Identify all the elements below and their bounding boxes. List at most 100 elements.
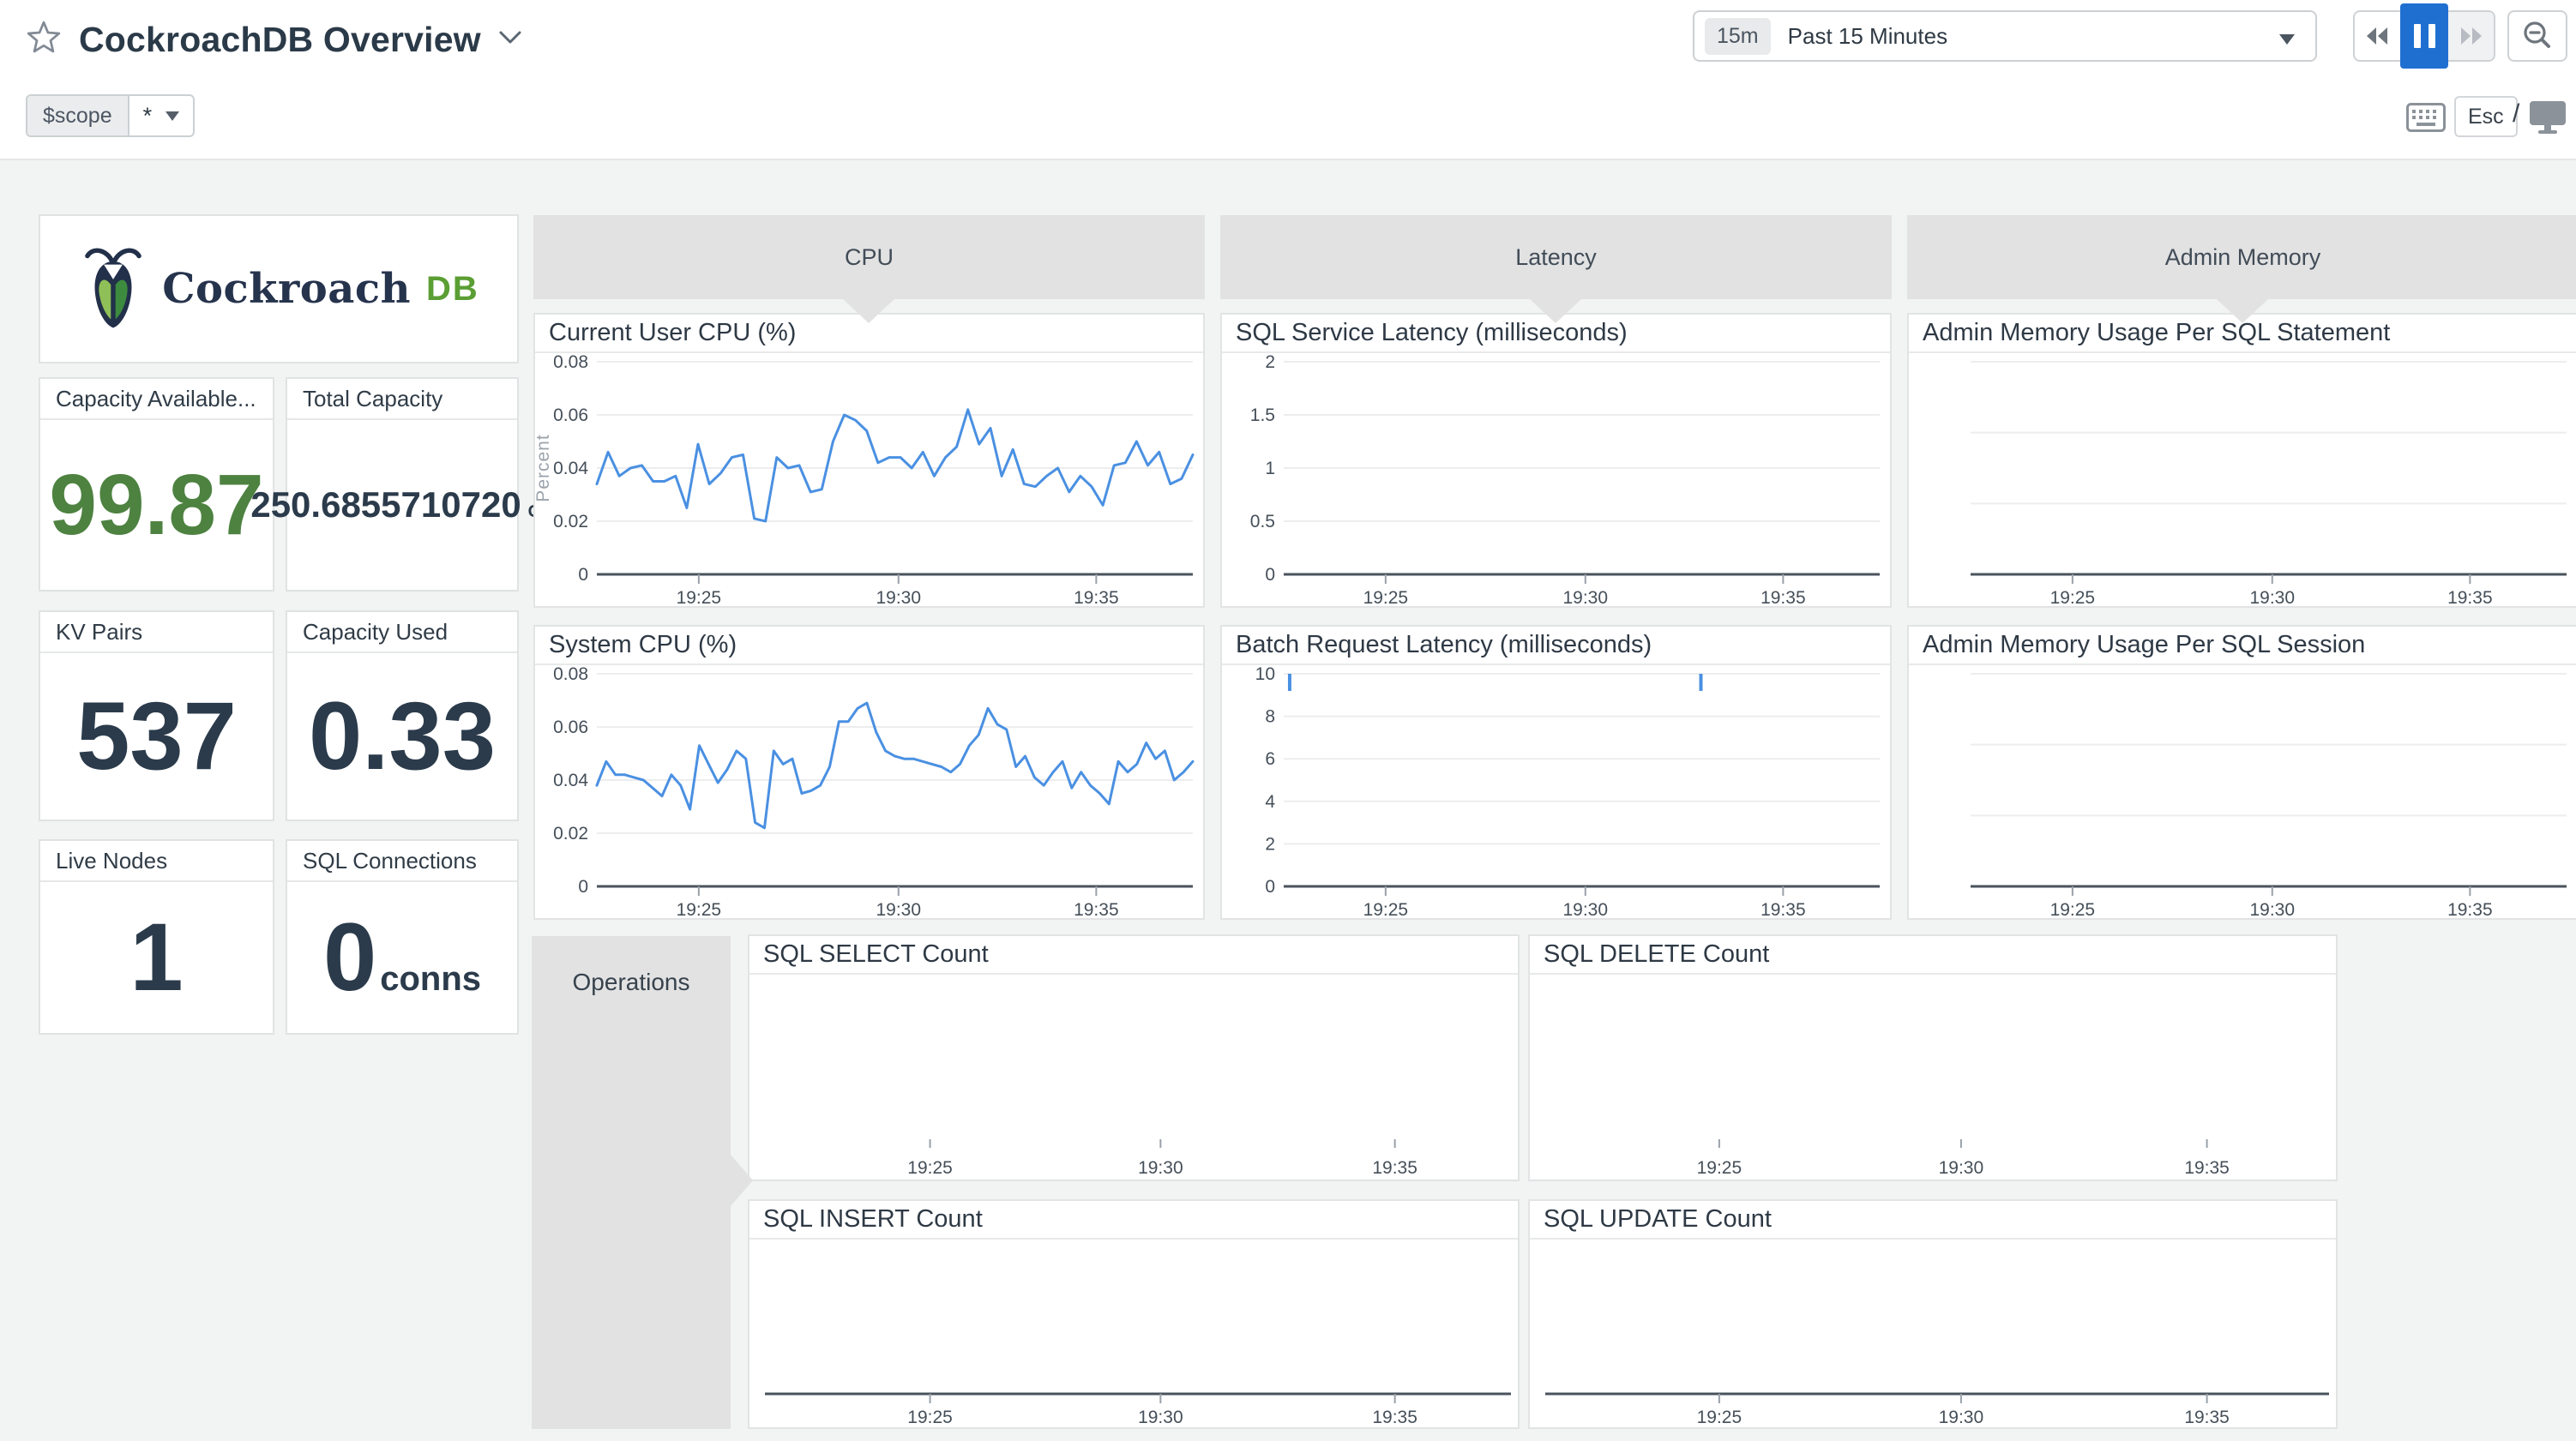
group-banner-label: Operations [572,969,690,995]
chart-panel-current-user-cpu: Current User CPU (%) 0.08 0.06 0.04 0.02 0 19… [533,313,1205,608]
svg-text:0: 0 [1265,877,1275,897]
svg-text:19:25: 19:25 [677,900,722,918]
chart-plot-area[interactable]: 19:25 19:30 19:35 [1909,353,2576,606]
chart-title: System CPU (%) [535,627,1203,665]
chart-plot-area[interactable]: 19:25 19:30 19:35 [1530,975,2336,1180]
svg-text:19:35: 19:35 [2447,588,2493,606]
svg-text:19:25: 19:25 [1363,900,1409,918]
svg-text:Percent: Percent [535,434,553,501]
chart-plot-area[interactable]: 19:25 19:30 19:35 [749,1240,1518,1427]
chart-title: Admin Memory Usage Per SQL Session [1909,627,2576,665]
chart-plot-area[interactable]: 19:25 19:30 19:35 [749,975,1518,1180]
svg-text:0.06: 0.06 [553,717,588,737]
svg-text:0: 0 [578,877,588,897]
chart-panel-admin-memory-session: Admin Memory Usage Per SQL Session 19:25… [1907,625,2576,920]
star-icon[interactable] [26,20,62,60]
chart-plot-area[interactable]: 2 1.5 1 0.5 0 19:25 19:30 19:35 [1222,353,1890,606]
cpu-banner-notch [843,299,894,323]
scope-label: $scope [27,96,129,135]
svg-text:19:35: 19:35 [2184,1158,2230,1178]
svg-text:0.08: 0.08 [553,353,588,372]
scope-value: * [142,102,153,129]
stat-card-sql-connections: SQL Connections 0 conns [286,839,519,1035]
header-divider [0,159,2576,160]
svg-text:19:30: 19:30 [2249,588,2295,606]
stat-card-value: 1 [129,904,184,1011]
chart-panel-batch-request-latency: Batch Request Latency (milliseconds) 10 8… [1220,625,1892,920]
svg-text:6: 6 [1265,749,1275,769]
pause-bar-icon [2428,24,2435,48]
chart-panel-sql-insert-count: SQL INSERT Count 19:25 19:30 19:35 [748,1199,1520,1429]
slash-separator: / [2513,99,2520,128]
stat-card-title: Total Capacity [287,379,517,420]
pause-button[interactable] [2399,3,2449,69]
svg-text:19:30: 19:30 [876,900,921,918]
svg-text:19:30: 19:30 [1939,1408,1984,1427]
time-range-label: Past 15 Minutes [1787,22,1948,49]
group-banner-latency[interactable]: Latency [1220,215,1892,299]
svg-text:2: 2 [1265,353,1275,372]
pause-bar-icon [2413,24,2421,48]
chart-plot-area[interactable]: 10 8 6 4 2 0 19:25 19:30 19:35 [1222,665,1890,918]
svg-text:19:30: 19:30 [2249,900,2295,918]
svg-text:19:30: 19:30 [1562,900,1608,918]
chart-plot-area[interactable]: 19:25 19:30 19:35 [1530,1240,2336,1427]
stat-card-title: KV Pairs [40,612,273,653]
svg-text:19:30: 19:30 [876,588,921,606]
stat-card-value: 0 [322,904,377,1011]
svg-text:19:35: 19:35 [2447,900,2493,918]
stat-card-value: 537 [76,682,237,790]
stat-card-title: Capacity Used [287,612,517,653]
group-banner-label: Admin Memory [2164,243,2321,270]
svg-text:0: 0 [1265,565,1275,585]
keyboard-icon[interactable] [2406,103,2446,136]
stat-card-capacity-available: Capacity Available... 99.87 [39,377,274,591]
svg-text:0: 0 [578,565,588,585]
group-banner-label: CPU [844,243,894,270]
chart-panel-sql-service-latency: SQL Service Latency (milliseconds) 2 1.5 1… [1220,313,1892,608]
chart-title: SQL UPDATE Count [1530,1201,2336,1240]
stat-card-value: 0.33 [309,682,496,790]
stat-card-title: SQL Connections [287,841,517,882]
svg-text:19:30: 19:30 [1138,1408,1183,1427]
fast-forward-button[interactable] [2448,12,2495,60]
group-banner-admin-memory[interactable]: Admin Memory [1907,215,2576,299]
svg-text:0.04: 0.04 [553,459,588,478]
top-header: CockroachDB Overview 15m Past 15 Minutes… [0,0,2576,159]
svg-text:19:35: 19:35 [1074,588,1119,606]
operations-banner-notch [731,1155,753,1206]
svg-text:0.5: 0.5 [1250,512,1275,531]
group-banner-operations[interactable]: Operations [532,936,731,1429]
chart-plot-area[interactable]: 0.08 0.06 0.04 0.02 0 19:25 19:30 19:35 Percent [535,353,1203,606]
chart-plot-area[interactable]: 0.08 0.06 0.04 0.02 0 19:25 19:30 19:35 [535,665,1203,918]
svg-text:19:25: 19:25 [2050,588,2096,606]
svg-text:4: 4 [1265,792,1275,812]
group-banner-cpu[interactable]: CPU [533,215,1205,299]
chart-title: SQL DELETE Count [1530,936,2336,975]
rewind-button[interactable] [2355,12,2400,60]
stat-card-title: Live Nodes [40,841,273,882]
svg-text:1: 1 [1265,459,1275,478]
svg-text:19:30: 19:30 [1939,1158,1984,1178]
svg-text:19:25: 19:25 [907,1158,953,1178]
dashboard-title-row: CockroachDB Overview [26,12,522,67]
time-range-caret-icon [2279,34,2295,45]
stat-card-kv-pairs: KV Pairs 537 [39,610,274,821]
svg-text:19:30: 19:30 [1138,1158,1183,1178]
stat-card-value: 99.87 [49,457,264,553]
stat-card-capacity-used: Capacity Used 0.33 [286,610,519,821]
chart-panel-sql-update-count: SQL UPDATE Count 19:25 19:30 19:35 [1528,1199,2338,1429]
stat-card-title: Capacity Available... [40,379,273,420]
svg-text:0.08: 0.08 [553,665,588,684]
tv-mode-monitor-icon[interactable] [2528,99,2567,140]
zoom-out-button[interactable] [2507,10,2567,62]
dashboard-title-menu-chevron-icon[interactable] [498,30,522,50]
template-variable-scope[interactable]: $scope * [26,94,196,137]
svg-text:19:25: 19:25 [1363,588,1409,606]
svg-text:19:25: 19:25 [1697,1158,1742,1178]
time-range-selector[interactable]: 15m Past 15 Minutes [1693,10,2317,62]
esc-key-button[interactable]: Esc [2454,96,2518,137]
chart-plot-area[interactable]: 19:25 19:30 19:35 [1909,665,2576,918]
scope-value-dropdown[interactable]: * [129,96,194,135]
esc-key-label: Esc [2468,104,2504,129]
